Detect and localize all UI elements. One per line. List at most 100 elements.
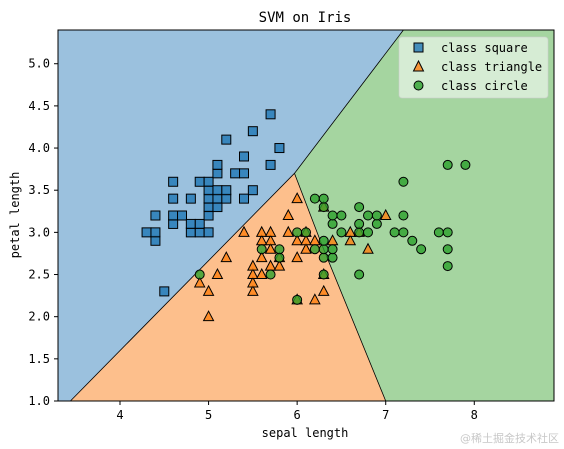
x-tick-label: 4 (116, 408, 123, 422)
point-square (168, 176, 179, 187)
point-square (230, 168, 241, 179)
y-axis-label: petal length (8, 172, 22, 259)
point-circle (265, 269, 276, 280)
decision-boundaries (70, 29, 404, 402)
point-triangle (273, 259, 286, 271)
point-triangle (344, 225, 357, 237)
point-square (212, 202, 223, 213)
point-triangle (211, 267, 224, 280)
point-square (194, 227, 205, 238)
point-circle (389, 227, 400, 238)
y-tick-label: 4.0 (28, 141, 50, 155)
point-circle (442, 159, 453, 170)
point-circle (318, 202, 329, 213)
point-circle (354, 218, 365, 229)
point-triangle (255, 267, 268, 280)
legend-label-circle: class circle (441, 79, 528, 93)
legend-marker-triangle (412, 59, 425, 72)
legend: class square class triangle class circle (398, 36, 549, 99)
point-triangle (379, 208, 392, 220)
point-square (203, 185, 214, 196)
point-triangle (300, 242, 312, 254)
plot-frame (57, 29, 555, 402)
y-tick-label: 5.0 (28, 57, 50, 71)
point-circle (327, 218, 338, 229)
region-class-square (58, 30, 404, 401)
point-circle (292, 227, 303, 238)
point-circle (318, 193, 329, 204)
point-triangle (193, 276, 206, 288)
legend-label-square: class square (441, 41, 528, 55)
point-circle (256, 244, 267, 255)
data-points (141, 109, 471, 322)
point-circle (318, 252, 329, 263)
point-circle (354, 202, 365, 213)
point-triangle (309, 293, 321, 305)
point-square (212, 185, 223, 196)
point-circle (354, 269, 365, 280)
point-circle (318, 244, 329, 255)
point-square (185, 227, 196, 238)
point-circle (398, 210, 409, 221)
point-circle (327, 244, 338, 255)
point-square (203, 202, 214, 213)
point-square (221, 193, 232, 204)
legend-box (398, 36, 549, 99)
point-triangle (264, 234, 277, 246)
point-square (150, 210, 161, 221)
point-square (265, 159, 276, 170)
point-square (168, 193, 179, 204)
point-circle (433, 227, 444, 238)
point-square (239, 151, 249, 162)
point-circle (327, 210, 338, 221)
point-square (239, 193, 249, 204)
point-triangle (300, 234, 312, 246)
point-triangle (238, 225, 250, 237)
point-square (239, 168, 249, 179)
point-circle (363, 210, 373, 221)
point-circle (398, 176, 409, 187)
point-triangle (220, 251, 233, 263)
x-tick-label: 7 (382, 408, 389, 422)
x-tick-label: 6 (294, 408, 301, 422)
point-square (221, 185, 232, 196)
point-square (203, 176, 214, 187)
point-triangle (291, 192, 303, 204)
point-square (150, 235, 161, 246)
region-class-circle (294, 30, 554, 401)
point-square (185, 193, 196, 204)
point-circle (327, 252, 338, 263)
point-square (247, 126, 258, 137)
point-circle (301, 227, 311, 238)
point-circle (442, 244, 453, 255)
boundary-line (294, 29, 404, 174)
x-axis-label: sepal length (262, 426, 349, 440)
point-triangle (264, 225, 277, 237)
point-circle (442, 227, 453, 238)
point-triangle (282, 208, 295, 220)
point-triangle (247, 276, 259, 288)
y-tick-label: 1.5 (28, 352, 50, 366)
point-square (203, 193, 214, 204)
point-square (212, 168, 223, 179)
point-circle (460, 159, 471, 170)
boundary-line (294, 173, 323, 246)
point-triangle (202, 284, 215, 296)
point-circle (309, 244, 320, 255)
point-square (221, 134, 232, 145)
point-triangle (291, 234, 303, 246)
legend-marker-square (413, 42, 424, 53)
point-square (212, 193, 223, 204)
point-triangle (247, 259, 259, 271)
point-circle (292, 294, 303, 305)
point-circle (274, 244, 285, 255)
point-circle (336, 227, 347, 238)
point-triangle (255, 225, 268, 237)
point-triangle (247, 267, 259, 280)
y-tick-label: 2.0 (28, 310, 50, 324)
point-circle (398, 227, 409, 238)
point-square (203, 210, 214, 221)
x-tick-label: 5 (205, 408, 212, 422)
point-circle (363, 227, 373, 238)
point-square (168, 218, 179, 229)
